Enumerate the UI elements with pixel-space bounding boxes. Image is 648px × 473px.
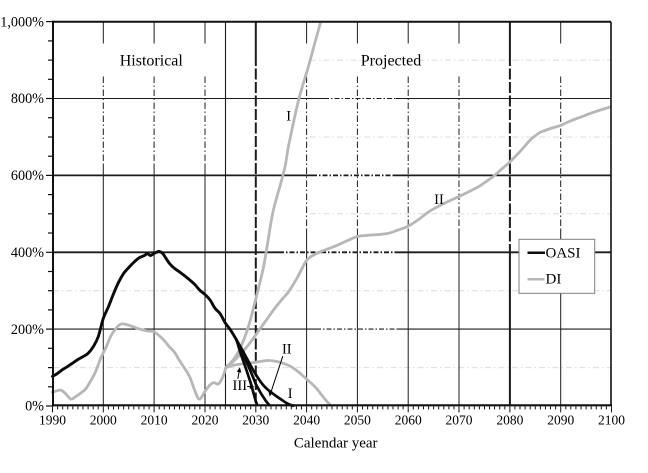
svg-text:I: I (286, 108, 291, 124)
svg-text:2060: 2060 (395, 413, 422, 428)
svg-text:2040: 2040 (293, 413, 320, 428)
svg-text:600%: 600% (11, 168, 44, 184)
svg-text:400%: 400% (11, 245, 44, 261)
svg-text:Projected: Projected (361, 52, 421, 69)
svg-text:I: I (288, 386, 293, 402)
svg-text:1990: 1990 (39, 413, 66, 428)
svg-text:III: III (233, 378, 248, 394)
svg-text:DI: DI (546, 272, 562, 288)
svg-text:OASI: OASI (546, 245, 581, 261)
svg-text:2000: 2000 (90, 413, 117, 428)
svg-text:II: II (434, 192, 444, 208)
svg-text:2010: 2010 (141, 413, 168, 428)
svg-text:200%: 200% (11, 322, 44, 338)
svg-text:2030: 2030 (242, 413, 269, 428)
svg-text:2020: 2020 (192, 413, 219, 428)
svg-text:2080: 2080 (496, 413, 523, 428)
svg-text:II: II (282, 342, 292, 358)
svg-text:2090: 2090 (547, 413, 574, 428)
svg-text:800%: 800% (11, 91, 44, 107)
svg-text:2070: 2070 (446, 413, 473, 428)
svg-text:Historical: Historical (120, 52, 184, 69)
svg-text:2050: 2050 (344, 413, 371, 428)
svg-text:Calendar year: Calendar year (294, 436, 378, 452)
svg-text:2100: 2100 (598, 413, 625, 428)
svg-text:1,000%: 1,000% (0, 14, 44, 30)
